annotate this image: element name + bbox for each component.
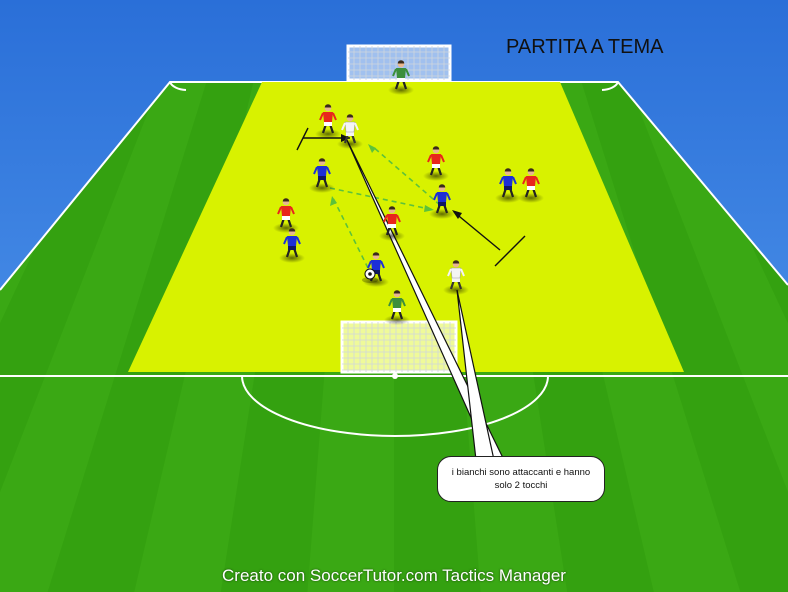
blue-player <box>309 158 335 193</box>
run-bar <box>296 127 309 151</box>
pass-lines <box>329 145 441 269</box>
blue-player <box>429 184 455 219</box>
arrowhead <box>424 205 434 212</box>
callout-text: i bianchi sono attaccanti e hanno solo 2… <box>451 467 591 491</box>
pass-line <box>371 145 441 206</box>
white-attacker <box>443 260 469 295</box>
blue-player <box>279 228 305 263</box>
blue-player <box>495 168 521 203</box>
red-player <box>518 168 544 203</box>
players <box>273 60 544 325</box>
pass-arrowheads <box>330 144 434 212</box>
centre-spot <box>392 373 398 379</box>
red-player <box>379 206 405 241</box>
run-bar <box>494 235 526 267</box>
red-player <box>423 146 449 181</box>
run-line <box>453 211 501 251</box>
ball <box>362 268 378 283</box>
goalkeeper <box>388 60 414 95</box>
blue-player <box>363 252 389 287</box>
callout-box: i bianchi sono attaccanti e hanno solo 2… <box>437 456 605 502</box>
arrowhead <box>330 196 337 206</box>
drill-title: PARTITA A TEMA <box>506 36 664 58</box>
white-attacker <box>337 114 363 149</box>
credit-text: Creato con SoccerTutor.com Tactics Manag… <box>222 566 566 585</box>
goalkeeper <box>384 290 410 325</box>
red-player <box>315 104 341 139</box>
training-zone <box>128 82 684 372</box>
pass-line <box>331 195 369 269</box>
arrowhead <box>452 210 462 219</box>
arrowhead <box>368 144 376 153</box>
